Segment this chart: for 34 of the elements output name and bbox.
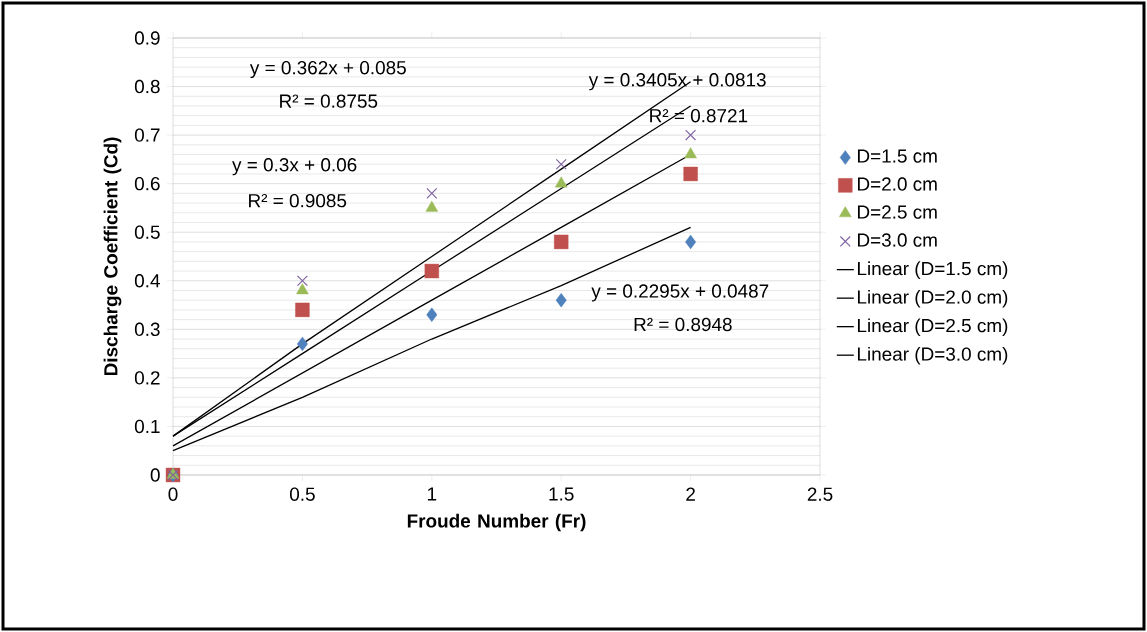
x-tick-label: 2.5 [807, 487, 833, 501]
annotation: y = 0.2295x + 0.0487 [591, 284, 769, 302]
legend-label: Linear (D=2.0 cm) [857, 289, 1008, 308]
legend-label: Linear (D=2.5 cm) [857, 318, 1008, 337]
legend-label: Linear (D=3.0 cm) [857, 346, 1008, 365]
legend-label: D=3.0 cm [857, 233, 937, 247]
x-tick-label: 0 [168, 487, 178, 501]
legend-label: D=2.0 cm [857, 177, 937, 191]
legend-label: Linear (D=1.5 cm) [857, 261, 1008, 280]
x-tick-label: 0.5 [289, 487, 315, 501]
y-tick-label: 0.4 [134, 274, 160, 288]
y-tick-label: 0.1 [134, 419, 160, 434]
annotation: R² = 0.9085 [249, 193, 347, 208]
x-tick-label: 1 [427, 487, 437, 501]
y-tick-label: 0.3 [134, 322, 160, 337]
legend-label: D=1.5 cm [857, 149, 937, 163]
y-tick-label: 0.6 [134, 176, 160, 191]
y-tick-label: 0.7 [134, 128, 160, 142]
legend-label: D=2.5 cm [857, 205, 937, 219]
x-tick-label: 2 [686, 487, 695, 501]
x-axis-title: Froude Number (Fr) [407, 513, 586, 532]
annotation: y = 0.3405x + 0.0813 [588, 73, 766, 91]
annotation: R² = 0.8948 [634, 317, 732, 332]
y-tick-label: 0.5 [134, 225, 160, 239]
annotation: R² = 0.8721 [650, 108, 748, 123]
y-axis-title: Discharge Coefficient (Cd) [103, 137, 122, 376]
y-tick-label: 0.9 [134, 31, 160, 45]
y-tick-label: 0.2 [134, 371, 160, 385]
x-tick-label: 1.5 [549, 487, 574, 501]
y-tick-label: 0.8 [134, 79, 160, 94]
annotation: y = 0.3x + 0.06 [232, 158, 357, 176]
y-tick-label: 0 [150, 468, 160, 482]
annotation: y = 0.362x + 0.085 [249, 60, 406, 79]
annotation: R² = 0.8755 [280, 94, 378, 108]
